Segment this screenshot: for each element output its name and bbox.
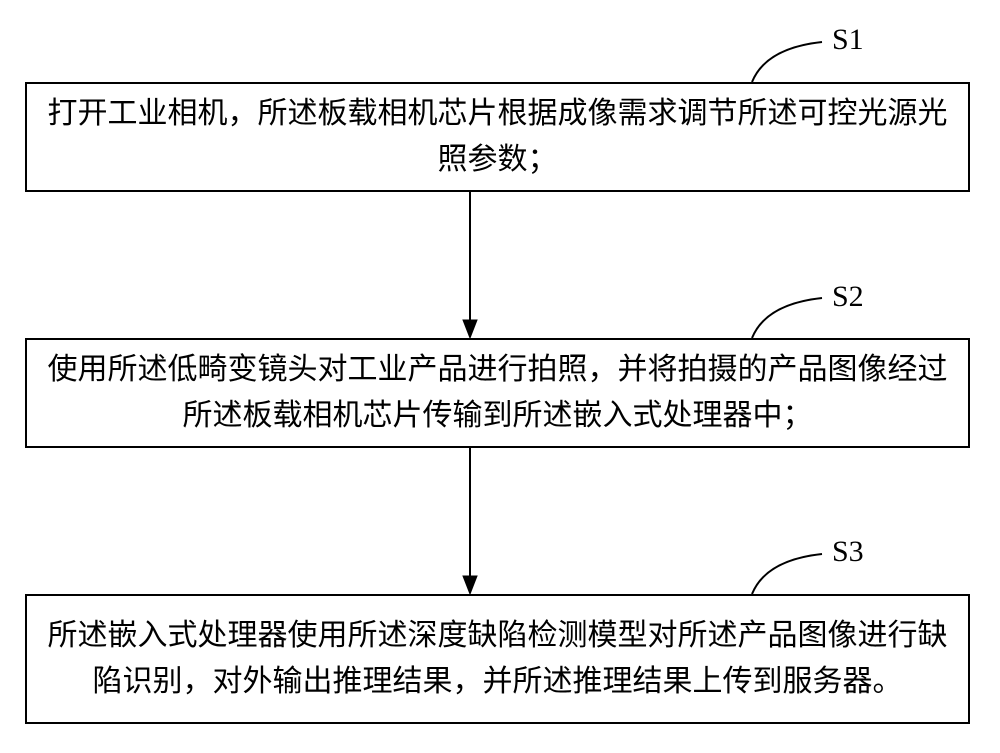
- leader-s2: [748, 294, 826, 342]
- step-label-s3: S3: [832, 535, 864, 569]
- step-box-s2: 使用所述低畸变镜头对工业产品进行拍照，并将拍摄的产品图像经过所述板载相机芯片传输…: [25, 338, 970, 448]
- step-label-s2: S2: [832, 280, 864, 314]
- step-box-s3: 所述嵌入式处理器使用所述深度缺陷检测模型对所述产品图像进行缺陷识别，对外输出推理…: [25, 594, 970, 724]
- step-text-s3: 所述嵌入式处理器使用所述深度缺陷检测模型对所述产品图像进行缺陷识别，对外输出推理…: [37, 613, 958, 706]
- step-text-s2: 使用所述低畸变镜头对工业产品进行拍照，并将拍摄的产品图像经过所述板载相机芯片传输…: [37, 347, 958, 440]
- arrow-s2-s3: [456, 448, 484, 594]
- step-text-s1: 打开工业相机，所述板载相机芯片根据成像需求调节所述可控光源光照参数；: [37, 91, 958, 184]
- leader-s3: [748, 550, 826, 598]
- flowchart-canvas: 打开工业相机，所述板载相机芯片根据成像需求调节所述可控光源光照参数； S1 使用所述…: [0, 0, 1000, 753]
- step-box-s1: 打开工业相机，所述板载相机芯片根据成像需求调节所述可控光源光照参数；: [25, 82, 970, 192]
- arrow-s1-s2: [456, 192, 484, 338]
- step-label-s1: S1: [832, 23, 864, 57]
- leader-s1: [748, 38, 826, 86]
